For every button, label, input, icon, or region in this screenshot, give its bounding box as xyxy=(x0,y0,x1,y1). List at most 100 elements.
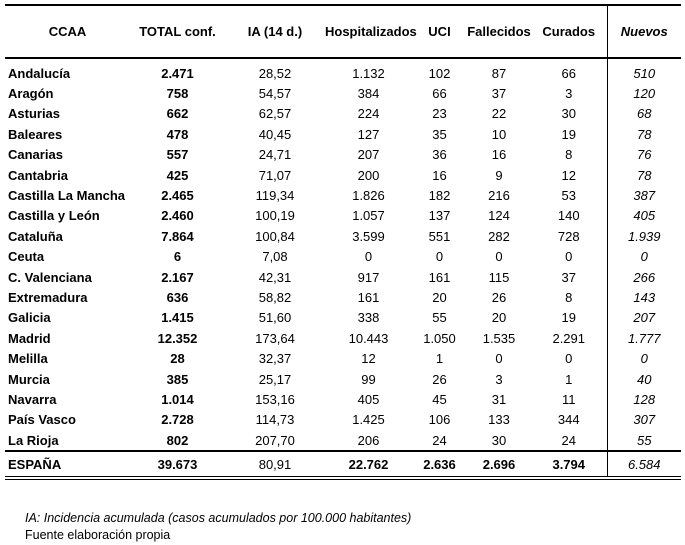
table-row: Castilla La Mancha 2.465 119,34 1.826 182 216… xyxy=(5,185,681,206)
uci-cell: 45 xyxy=(432,391,447,407)
hospitalizados-cell: 0 xyxy=(364,249,373,265)
hospitalizados-cell: 1.826 xyxy=(352,188,385,204)
ia-cell: 25,17 xyxy=(258,371,292,387)
total-conf-cell: 636 xyxy=(166,289,189,305)
total-conf-cell: 662 xyxy=(166,106,189,122)
ia-cell: 54,57 xyxy=(258,86,292,102)
header-nuevos: Nuevos xyxy=(606,4,681,59)
total-conf-cell: 6 xyxy=(173,249,182,265)
nuevos-cell: 387 xyxy=(606,185,681,206)
header-hospitalizados: Hospitalizados xyxy=(325,4,417,59)
uci-cell: 16 xyxy=(432,167,447,183)
uci-cell: 26 xyxy=(432,371,447,387)
total-conf-cell: 2.728 xyxy=(161,412,194,428)
curados-cell: 24 xyxy=(561,432,576,448)
nuevos-cell: 405 xyxy=(606,205,681,227)
ccaa-name-cell: Murcia xyxy=(8,371,50,387)
table-row: Castilla y León 2.460 100,19 1.057 137 124 140… xyxy=(5,205,681,227)
nuevos-cell: 78 xyxy=(606,124,681,145)
total-conf-cell: 2.460 xyxy=(161,208,194,224)
header-uci: UCI xyxy=(412,4,467,59)
fallecidos-cell: 26 xyxy=(491,289,507,305)
uci-cell: 23 xyxy=(432,106,447,122)
hospitalizados-cell: 1.132 xyxy=(352,65,385,81)
uci-cell: 102 xyxy=(428,65,451,81)
hospitalizados-cell: 384 xyxy=(357,86,380,102)
total-conf-cell: 2.167 xyxy=(161,269,194,285)
nuevos-cell: 143 xyxy=(606,287,681,308)
total-conf-cell: 12.352 xyxy=(157,330,198,346)
footnotes: IA: Incidencia acumulada (casos acumulad… xyxy=(25,510,685,544)
table-row: Melilla 28 32,37 12 1 0 0 0 xyxy=(5,348,681,369)
nuevos-cell: 128 xyxy=(606,389,681,410)
header-curados: Curados xyxy=(531,4,607,59)
ccaa-name-cell: Galicia xyxy=(8,310,51,326)
uci-cell: 182 xyxy=(428,188,451,204)
table-header-row: CCAA TOTAL conf. IA (14 d.) Hospitalizad… xyxy=(5,4,681,59)
header-ccaa: CCAA xyxy=(5,4,130,59)
table-row: Extremadura 636 58,82 161 20 26 8 143 xyxy=(5,287,681,308)
curados-cell: 140 xyxy=(557,208,580,224)
total-conf-cell: 557 xyxy=(166,147,189,163)
hospitalizados-cell: 917 xyxy=(357,269,380,285)
ccaa-name-cell: ESPAÑA xyxy=(5,450,130,481)
total-row-espana: ESPAÑA 39.673 80,91 22.762 2.636 2.696 3… xyxy=(5,450,681,481)
fallecidos-cell: 3 xyxy=(495,371,503,387)
curados-cell: 8 xyxy=(565,289,573,305)
uci-cell: 106 xyxy=(428,412,451,428)
table-row: Murcia 385 25,17 99 26 3 1 40 xyxy=(5,368,681,390)
uci-cell: 66 xyxy=(432,86,447,102)
table-row: Cataluña 7.864 100,84 3.599 551 282 728 1.939 xyxy=(5,226,681,247)
hospitalizados-cell: 200 xyxy=(357,167,380,183)
ccaa-name-cell: País Vasco xyxy=(8,412,76,428)
fallecidos-cell: 37 xyxy=(491,86,507,102)
curados-cell: 344 xyxy=(557,412,580,428)
nuevos-cell: 68 xyxy=(606,103,681,125)
ia-footnote: IA: Incidencia acumulada (casos acumulad… xyxy=(25,511,412,526)
curados-cell: 11 xyxy=(562,391,576,407)
table-row: C. Valenciana 2.167 42,31 917 161 115 37 266 xyxy=(5,266,681,288)
uci-cell: 35 xyxy=(432,126,447,142)
ccaa-name-cell: Castilla La Mancha xyxy=(8,188,126,204)
fallecidos-cell: 16 xyxy=(491,147,507,163)
table-row: Andalucía 2.471 28,52 1.132 102 87 66 510 xyxy=(5,58,681,84)
ccaa-name-cell: Cantabria xyxy=(8,167,68,183)
hospitalizados-cell: 338 xyxy=(357,310,380,326)
nuevos-cell: 76 xyxy=(606,144,681,165)
total-conf-cell: 478 xyxy=(166,126,189,142)
nuevos-cell: 1.777 xyxy=(606,328,681,349)
table-row: Baleares 478 40,45 127 35 10 19 78 xyxy=(5,124,681,145)
ccaa-name-cell: Canarias xyxy=(8,147,63,163)
uci-cell: 2.636 xyxy=(412,450,467,481)
ia-cell: 62,57 xyxy=(258,106,292,122)
nuevos-cell: 6.584 xyxy=(606,450,681,481)
hospitalizados-cell: 10.443 xyxy=(348,330,389,346)
curados-cell: 3 xyxy=(565,86,573,102)
uci-cell: 1.050 xyxy=(423,330,456,346)
ia-cell: 173,64 xyxy=(255,330,295,346)
hospitalizados-cell: 206 xyxy=(357,432,380,448)
hospitalizados-cell: 12 xyxy=(361,351,376,367)
nuevos-cell: 207 xyxy=(606,307,681,329)
total-conf-cell: 39.673 xyxy=(130,450,225,481)
fallecidos-cell: 87 xyxy=(491,65,507,81)
fallecidos-cell: 0 xyxy=(495,249,503,265)
nuevos-cell: 266 xyxy=(606,266,681,288)
curados-cell: 2.291 xyxy=(552,330,586,346)
curados-cell: 8 xyxy=(565,147,573,163)
total-conf-cell: 2.471 xyxy=(161,65,194,81)
uci-cell: 1 xyxy=(435,351,444,367)
curados-cell: 37 xyxy=(561,269,576,285)
ia-cell: 100,84 xyxy=(255,228,295,244)
fallecidos-cell: 22 xyxy=(491,106,507,122)
fallecidos-cell: 115 xyxy=(488,269,510,285)
fallecidos-cell: 1.535 xyxy=(482,330,516,346)
nuevos-cell: 120 xyxy=(606,83,681,104)
ia-cell: 71,07 xyxy=(258,167,292,183)
nuevos-cell: 40 xyxy=(606,368,681,390)
ccaa-name-cell: Extremadura xyxy=(8,289,88,305)
total-conf-cell: 802 xyxy=(166,432,189,448)
uci-cell: 24 xyxy=(432,432,447,448)
fallecidos-cell: 124 xyxy=(488,208,510,224)
nuevos-cell: 0 xyxy=(606,348,681,369)
